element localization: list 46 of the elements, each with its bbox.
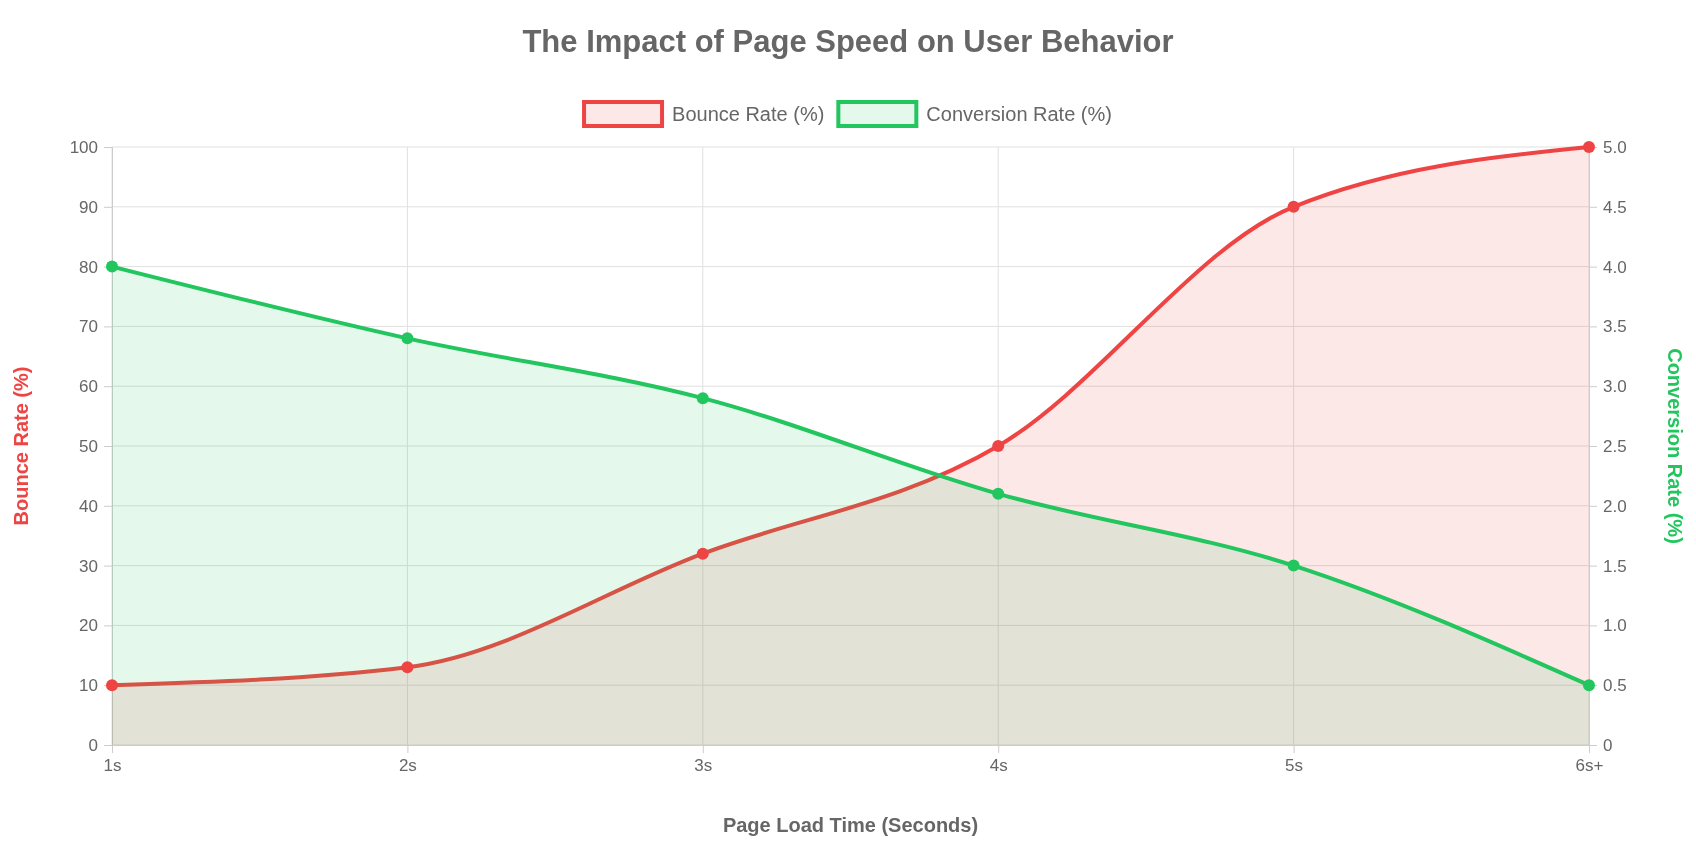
point (1287, 559, 1300, 572)
legend-label: Conversion Rate (%) (926, 103, 1112, 125)
y2-tick-label: 1.5 (1603, 556, 1627, 576)
point (106, 679, 118, 692)
point (696, 547, 709, 560)
point (1287, 200, 1300, 213)
y-tick-label: 40 (79, 496, 98, 516)
point (992, 487, 1005, 500)
x-tick-label: 6s+ (1575, 756, 1604, 776)
x-tick-label: 2s (398, 756, 417, 776)
y2-tick-label: 0.5 (1603, 676, 1627, 696)
point (401, 332, 414, 345)
x-tick-label: 5s (1285, 756, 1304, 776)
y2-tick-label: 1.0 (1603, 616, 1627, 636)
y-tick-label: 60 (79, 377, 98, 397)
y-tick-label: 100 (69, 137, 98, 157)
point (992, 440, 1005, 452)
y-tick-label: 20 (79, 616, 98, 636)
y-tick-label: 0 (88, 735, 98, 755)
chart-title: The Impact of Page Speed on User Behavior (522, 24, 1174, 59)
x-tick-label: 1s (103, 756, 122, 776)
y2-tick-label: 4.0 (1603, 257, 1627, 277)
point (1583, 679, 1595, 692)
y2-tick-label: 5.0 (1603, 137, 1627, 157)
y2-tick-label: 3.5 (1603, 317, 1627, 337)
y-axis-title: Bounce Rate (%) (10, 366, 32, 526)
x-axis-title: Page Load Time (Seconds) (722, 814, 979, 836)
y2-tick-label: 2.5 (1603, 436, 1627, 456)
point (106, 260, 118, 273)
point (401, 661, 414, 674)
y-tick-label: 90 (79, 197, 98, 217)
y-tick-label: 30 (79, 556, 98, 576)
x-tick-label: 4s (989, 756, 1008, 776)
x-tick-label: 3s (694, 756, 713, 776)
y2-axis-title: Conversion Rate (%) (1664, 348, 1686, 544)
point (696, 392, 709, 405)
y2-tick-label: 0 (1603, 735, 1613, 755)
y-tick-label: 80 (79, 257, 98, 277)
y-tick-label: 70 (79, 317, 98, 337)
y-tick-label: 50 (79, 436, 98, 456)
point (1583, 141, 1595, 153)
y2-tick-label: 4.5 (1603, 197, 1627, 217)
y-tick-label: 10 (79, 676, 98, 696)
y2-tick-label: 3.0 (1603, 377, 1627, 397)
y2-tick-label: 2.0 (1603, 496, 1627, 516)
legend-label: Bounce Rate (%) (672, 103, 825, 125)
